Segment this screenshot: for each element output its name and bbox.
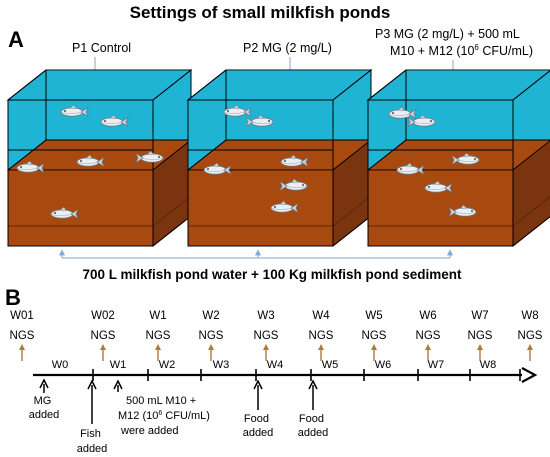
event-arrowhead [253, 379, 263, 390]
event-food-added-1: Food added [243, 413, 274, 439]
sampling-point-label: W3 [257, 310, 274, 322]
ngs-arrowhead [19, 344, 25, 350]
ngs-arrowhead [371, 344, 377, 350]
event-probiotic-added: 500 mL M10 + M12 (106 CFU/mL) were added [118, 395, 213, 437]
week-interval-label: W6 [375, 359, 392, 371]
ngs-arrowhead [477, 344, 483, 350]
caption-bracket [59, 249, 453, 259]
ngs-label: NGS [468, 330, 493, 342]
ngs-arrowhead [425, 344, 431, 350]
week-interval-label: W7 [428, 359, 445, 371]
week-interval-label: W1 [110, 359, 127, 371]
ngs-label: NGS [91, 330, 116, 342]
event-food-added-2: Food added [298, 413, 329, 439]
sampling-point-label: W4 [312, 310, 330, 322]
panel-a-letter: A [8, 27, 24, 52]
week-interval-label: W3 [213, 359, 230, 371]
event-arrowhead [113, 379, 123, 390]
bottom-caption: 700 L milkfish pond water + 100 Kg milkf… [83, 267, 462, 282]
sampling-point-label: W8 [521, 310, 538, 322]
ngs-arrowhead [208, 344, 214, 350]
ngs-label: NGS [199, 330, 224, 342]
ngs-label: NGS [309, 330, 334, 342]
ngs-arrowhead [263, 344, 269, 350]
week-interval-label: W0 [52, 359, 69, 371]
pond-label-p1: P1 Control [72, 41, 131, 55]
week-interval-label: W5 [322, 359, 339, 371]
ngs-arrowhead [100, 344, 106, 350]
pond-label-p2: P2 MG (2 mg/L) [243, 41, 332, 55]
ngs-label: NGS [146, 330, 171, 342]
event-arrowhead [39, 378, 49, 389]
event-arrowhead [308, 379, 318, 390]
ngs-label: NGS [416, 330, 441, 342]
week-interval-label: W8 [480, 359, 497, 371]
pond-label-p3: P3 MG (2 mg/L) + 500 mL M10 + M12 (106 C… [375, 27, 533, 58]
sampling-point-label: W01 [10, 310, 34, 322]
sampling-point-label: W2 [202, 310, 219, 322]
sampling-point-label: W02 [91, 310, 115, 322]
figure-title: Settings of small milkfish ponds [130, 3, 391, 22]
pond-p1 [6, 68, 193, 247]
sampling-point-label: W6 [419, 310, 436, 322]
timeline: W01 NGS W02 NGS W1 NGS W2 NGS W3 NGS W4 NGS W5 NGS W6 N… [10, 310, 543, 424]
week-interval-label: W4 [267, 359, 284, 371]
ngs-arrowhead [527, 344, 533, 350]
sampling-point-label: W7 [471, 310, 488, 322]
ngs-label: NGS [10, 330, 35, 342]
ngs-arrowhead [318, 344, 324, 350]
event-fish-added: Fish added [77, 428, 108, 455]
ngs-label: NGS [518, 330, 543, 342]
panel-b-letter: B [5, 285, 21, 310]
pond-p3 [366, 69, 550, 247]
pond-p2 [186, 68, 373, 247]
event-mg-added: MG added [29, 395, 60, 421]
sampling-point-label: W1 [149, 310, 166, 322]
timeline-arrowhead [521, 367, 538, 383]
event-arrowhead [87, 379, 97, 390]
ngs-arrowhead [155, 344, 161, 350]
ngs-label: NGS [254, 330, 279, 342]
sampling-point-label: W5 [365, 310, 382, 322]
week-interval-label: W2 [159, 359, 176, 371]
ngs-label: NGS [362, 330, 387, 342]
